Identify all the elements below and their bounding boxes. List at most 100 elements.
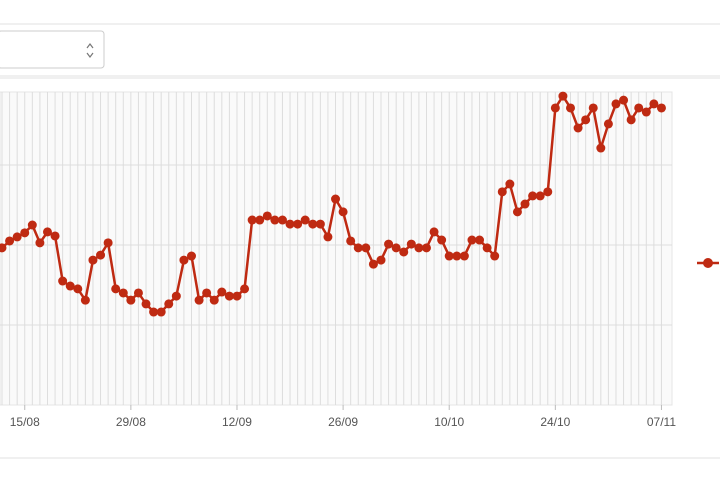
data-point [619,95,629,105]
data-point [497,187,507,197]
data-point [361,243,371,253]
data-point [80,295,90,305]
data-point [20,228,30,238]
data-point [149,307,159,317]
data-point [649,99,659,109]
data-point [27,220,37,230]
data-point [73,284,83,294]
series-line [1,93,663,314]
data-point [88,255,98,265]
data-point [255,215,265,225]
data-point [626,115,636,125]
data-point [194,295,204,305]
data-point [111,284,121,294]
data-point [543,187,553,197]
data-point [217,287,227,297]
data-point [467,235,477,245]
data-point [133,288,143,298]
data-point [611,99,621,109]
data-point [452,251,462,261]
data-point [331,194,341,204]
x-tick-label: 10/10 [434,415,464,429]
x-tick-label: 12/09 [222,415,252,429]
data-point [270,215,280,225]
data-point [0,243,7,253]
data-point [156,307,166,317]
data-point [596,143,606,153]
data-point [550,103,560,113]
data-point [368,259,378,269]
data-point [58,276,68,286]
x-tick-label: 15/08 [10,415,40,429]
x-tick-label: 26/09 [328,415,358,429]
data-point [566,103,575,113]
x-tick-label: 29/08 [116,415,146,429]
data-point [171,291,181,301]
toolbar [0,23,720,77]
data-point [603,119,613,129]
data-point [209,295,219,305]
data-point [12,232,22,242]
data-point [528,191,538,201]
data-point [520,199,530,209]
select-box[interactable] [0,30,105,69]
data-point [391,243,401,253]
data-point [475,235,485,245]
data-point [164,299,174,309]
data-point [187,251,196,261]
data-point [406,239,416,249]
data-point [247,215,257,225]
data-point [338,207,348,217]
data-point [581,115,591,125]
data-point [240,284,250,294]
data-point [384,239,394,249]
data-point [641,107,651,117]
data-point [414,243,424,253]
data-point [277,215,287,225]
data-point [656,103,666,113]
data-point [490,251,500,261]
select-arrows [86,43,94,58]
data-point [376,255,386,265]
data-point [262,211,272,221]
data-point [346,236,356,246]
data-point [634,103,644,113]
data-point [126,295,136,305]
data-point [558,91,568,101]
data-point [437,235,447,245]
data-point [293,219,303,229]
data-point [35,238,45,248]
data-point [118,288,128,298]
x-tick-label: 24/10 [540,415,570,429]
data-point [285,219,295,229]
data-point [308,219,318,229]
data-point [535,191,545,201]
data-point [179,255,189,265]
data-point [459,251,469,261]
data-point [315,219,325,229]
data-point [224,291,234,301]
data-point [65,281,75,291]
data-point [96,250,106,260]
data-point [300,215,310,225]
data-point [482,243,492,253]
data-point [103,238,113,248]
x-tick-label: 07/11 [647,415,676,429]
data-point [573,123,583,133]
data-point [429,227,439,237]
data-point [5,236,15,246]
data-point [353,243,363,253]
data-point [141,299,151,309]
data-point [399,247,409,257]
data-point [323,232,333,242]
data-point [512,207,522,217]
data-point [50,231,60,241]
data-point [42,227,52,237]
data-point [505,179,515,189]
data-point [202,288,212,298]
legend-marker [697,258,719,268]
data-point [588,103,598,113]
data-point [232,291,242,301]
data-point [444,251,454,261]
